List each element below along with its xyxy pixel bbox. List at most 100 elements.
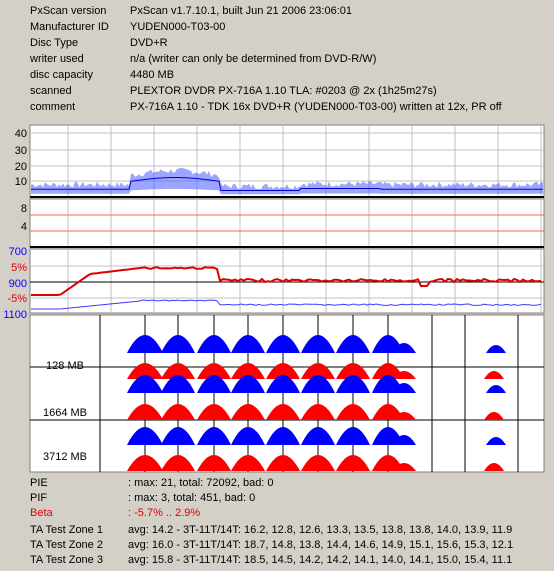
- ta-peak-red: [197, 404, 231, 420]
- ta-zone-label: 3712 MB: [43, 451, 87, 463]
- ta-peaks: [127, 335, 506, 471]
- ta-peak-red: [301, 455, 335, 471]
- ta-peak-blue: [301, 375, 335, 393]
- info-value: 4480 MB: [130, 69, 175, 81]
- ta-peak-red: [231, 363, 265, 379]
- ta-peak-blue: [127, 427, 163, 445]
- ta-peak-red: [301, 363, 335, 379]
- ta-zone-label: 1664 MB: [43, 407, 87, 419]
- ta-peak-red: [484, 463, 504, 471]
- pie-tick-label: 40: [15, 128, 27, 140]
- ta-histogram-graph: 128 MB 1664 MB 3712 MB: [29, 314, 545, 473]
- info-value: PLEXTOR DVDR PX-716A 1.10 TLA: #0203 @ 2…: [130, 85, 437, 97]
- beta-tick-label: -5%: [7, 293, 27, 305]
- ta-peak-blue: [336, 375, 370, 393]
- summary-value: : -5.7% .. 2.9%: [128, 507, 201, 519]
- info-label: scanned: [30, 85, 72, 97]
- ta-peak-blue: [197, 335, 231, 353]
- ta-peak-red: [127, 363, 163, 379]
- ta-peak-blue: [161, 335, 195, 353]
- jitter-tick-label: 1100: [3, 309, 27, 321]
- ta-peak-blue: [266, 335, 300, 353]
- info-label: writer used: [30, 53, 84, 65]
- ta-zone-label: 128 MB: [46, 360, 84, 372]
- ta-peak-blue: [486, 345, 506, 353]
- ta-peak-red: [266, 404, 300, 420]
- summary-label: TA Test Zone 2: [30, 539, 103, 551]
- ta-peak-blue: [161, 375, 195, 393]
- ta-peak-blue: [301, 335, 335, 353]
- ta-peak-red: [161, 363, 195, 379]
- beta-line: [31, 266, 542, 296]
- info-value: n/a (writer can only be determined from …: [130, 53, 377, 65]
- summary-label: TA Test Zone 1: [30, 524, 103, 536]
- pif-tick-label: 4: [21, 221, 27, 233]
- ta-peak-blue: [197, 375, 231, 393]
- ta-peak-blue: [161, 427, 195, 445]
- summary-value: avg: 15.8 - 3T-11T/14T: 18.5, 14.5, 14.2…: [128, 554, 513, 566]
- pie-error-band: [31, 167, 543, 195]
- ta-peak-red: [484, 371, 504, 379]
- beta-tick-label: 5%: [11, 262, 27, 274]
- pif-plot-area: [29, 198, 545, 248]
- ta-peak-blue: [392, 383, 416, 393]
- summary-label: PIE: [30, 477, 48, 489]
- info-value: PX-716A 1.10 - TDK 16x DVD+R (YUDEN000-T…: [130, 101, 502, 113]
- ta-peak-red: [231, 455, 265, 471]
- jitter-line: [31, 299, 542, 310]
- ta-peak-blue: [127, 375, 163, 393]
- ta-peak-red: [392, 412, 416, 420]
- summary-label: TA Test Zone 3: [30, 554, 103, 566]
- ta-peak-red: [266, 455, 300, 471]
- summary-value: avg: 14.2 - 3T-11T/14T: 16.2, 12.8, 12.6…: [128, 524, 513, 536]
- pif-tick-label: 8: [21, 203, 27, 215]
- ta-peak-red: [161, 455, 195, 471]
- ta-peak-red: [161, 404, 195, 420]
- ta-peak-blue: [336, 335, 370, 353]
- info-label: PxScan version: [30, 5, 107, 17]
- info-value: YUDEN000-T03-00: [130, 21, 226, 33]
- ta-peak-blue: [231, 375, 265, 393]
- summary-label: PIF: [30, 492, 48, 504]
- ta-peak-red: [392, 371, 416, 379]
- scan-graphs: 40 30 20 10 8 4 700 5% 900 -5% 1100 128 …: [3, 124, 545, 473]
- info-value: PxScan v1.7.10.1, built Jun 21 2006 23:0…: [130, 5, 352, 17]
- summary-label: Beta: [30, 507, 53, 519]
- ta-peak-red: [392, 463, 416, 471]
- ta-peak-blue: [197, 427, 231, 445]
- ta-peak-blue: [266, 375, 300, 393]
- ta-peak-red: [197, 363, 231, 379]
- ta-peak-red: [231, 404, 265, 420]
- ta-peak-blue: [231, 335, 265, 353]
- ta-peak-blue: [392, 435, 416, 445]
- ta-peak-red: [336, 404, 370, 420]
- jitter-beta-graph: 700 5% 900 -5% 1100: [3, 246, 545, 321]
- jitter-tick-label: 700: [9, 246, 27, 258]
- info-value: DVD+R: [130, 37, 168, 49]
- ta-peak-red: [484, 412, 504, 420]
- info-label: Manufacturer ID: [30, 21, 109, 33]
- info-label: Disc Type: [30, 37, 79, 49]
- pif-grid: [67, 199, 542, 247]
- ta-peak-blue: [392, 343, 416, 353]
- ta-peak-blue: [127, 335, 163, 353]
- ta-peak-blue: [231, 427, 265, 445]
- ta-peak-red: [336, 363, 370, 379]
- summary-value: : max: 21, total: 72092, bad: 0: [128, 477, 274, 489]
- summary-value: avg: 16.0 - 3T-11T/14T: 18.7, 14.8, 13.8…: [128, 539, 514, 551]
- jitter-tick-label: 900: [9, 278, 27, 290]
- pie-graph: 40 30 20 10: [15, 124, 545, 198]
- ta-peak-red: [197, 455, 231, 471]
- ta-peak-red: [127, 404, 163, 420]
- ta-peak-red: [336, 455, 370, 471]
- pie-grid: [30, 125, 544, 197]
- pie-tick-label: 30: [15, 145, 27, 157]
- ta-peak-blue: [486, 437, 506, 445]
- ta-peak-blue: [301, 427, 335, 445]
- pie-error-line: [31, 177, 543, 191]
- ta-peak-red: [127, 455, 163, 471]
- ta-peak-blue: [266, 427, 300, 445]
- pie-tick-label: 20: [15, 161, 27, 173]
- ta-peak-blue: [336, 427, 370, 445]
- ta-peak-red: [266, 363, 300, 379]
